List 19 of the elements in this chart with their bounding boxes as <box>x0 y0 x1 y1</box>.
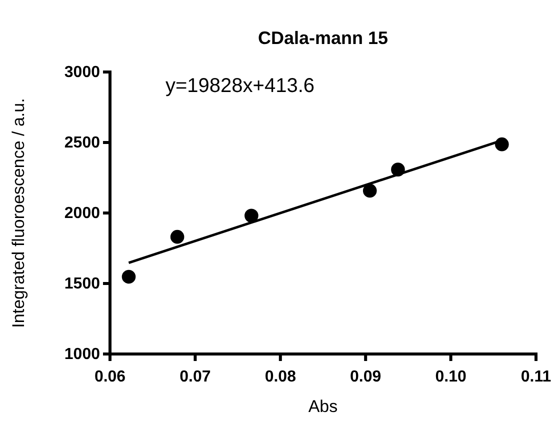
x-tick-label: 0.09 <box>350 368 382 386</box>
x-tick-label: 0.08 <box>264 368 296 386</box>
point <box>170 230 184 244</box>
annotation: y=19828x+413.6 <box>165 75 315 97</box>
y-tick-label: 2000 <box>64 205 100 222</box>
point <box>362 184 377 198</box>
x-tick-label: 0.06 <box>94 368 126 386</box>
y-tick-label: 3000 <box>64 64 100 82</box>
x-tick-label: 0.10 <box>435 368 466 386</box>
point <box>244 208 258 223</box>
y-tick-label: 1500 <box>64 276 100 293</box>
chart-title: CDala-mann 15 <box>258 28 388 48</box>
x-tick-label: 0.11 <box>520 368 552 386</box>
y-axis-title: Integrated fluoroescence / a.u. <box>9 98 28 328</box>
x-tick-label: 0.07 <box>180 368 211 386</box>
point <box>122 270 136 284</box>
y-tick-label: 2500 <box>64 134 100 152</box>
x-axis-title: Abs <box>308 397 338 416</box>
y-tick-label: 1000 <box>64 346 100 364</box>
